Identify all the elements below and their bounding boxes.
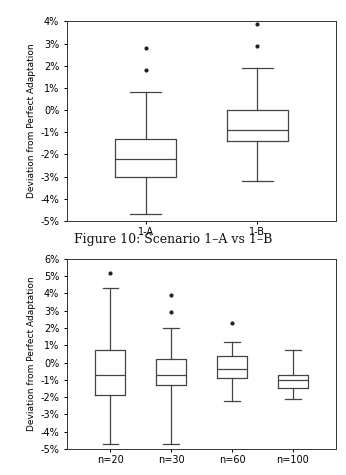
Y-axis label: Deviation from Perfect Adaptation: Deviation from Perfect Adaptation — [27, 276, 36, 431]
Text: Figure 10: Scenario 1–A vs 1–B: Figure 10: Scenario 1–A vs 1–B — [74, 233, 272, 247]
Y-axis label: Deviation from Perfect Adaptation: Deviation from Perfect Adaptation — [27, 44, 36, 199]
